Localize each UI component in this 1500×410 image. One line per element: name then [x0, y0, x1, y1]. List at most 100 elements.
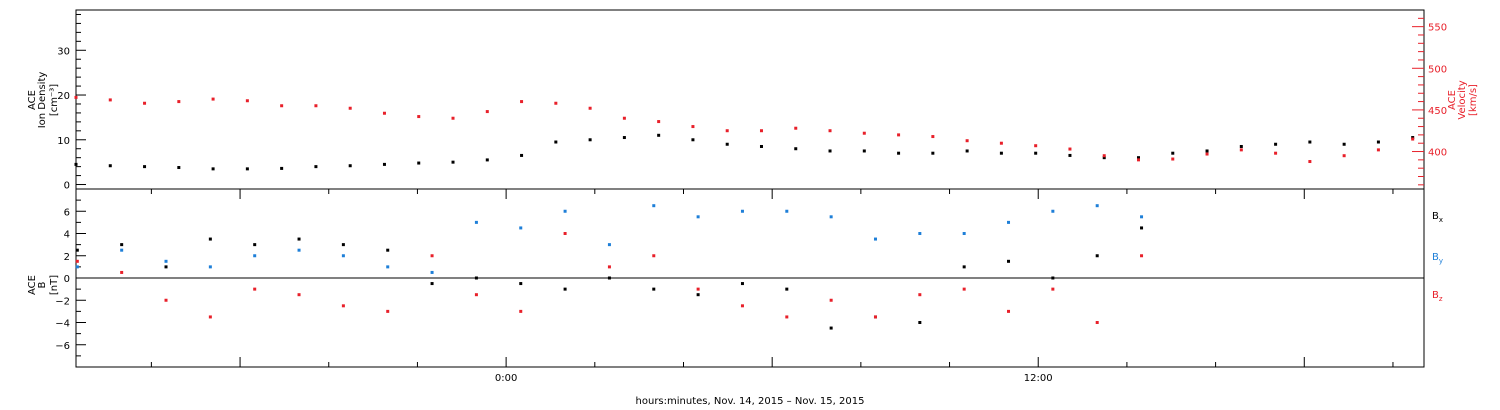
top-data-point [691, 138, 695, 142]
top-data-point [451, 160, 455, 164]
top-left-axis: 0 10 20 30 [57, 13, 86, 192]
top-data-point [1102, 156, 1106, 160]
bottom-data-point [519, 226, 523, 230]
bottom-data-point [1095, 321, 1099, 324]
top-data-point [1239, 144, 1243, 148]
bottom-y-tick-label: −4 [55, 319, 70, 330]
top-data-point [143, 165, 147, 169]
bottom-data-point [208, 237, 212, 241]
top-data-point [1308, 160, 1312, 164]
magnetic-field-panel: −6 −4 −2 0 2 4 6 0:00 12:00 ACE B [nT] Bx By Bz h… [27, 188, 1443, 407]
top-y2-tick-label: 400 [1428, 148, 1447, 159]
top-y2label-line-2: Velocity [1457, 80, 1468, 119]
bottom-data-point [474, 293, 478, 297]
top-data-point [280, 104, 284, 108]
bottom-data-point [962, 232, 966, 235]
legend-item-x: Bx [1432, 211, 1443, 224]
bottom-data-point [253, 287, 257, 291]
bottom-data-point [696, 287, 700, 291]
top-data-point [485, 110, 489, 114]
bottom-data-point [253, 243, 257, 247]
top-ylabel-line-2: Ion Density [37, 72, 48, 129]
top-y-tick-label: 20 [57, 91, 70, 102]
top-data-point [759, 129, 763, 133]
top-data-point [965, 139, 969, 143]
top-data-point [245, 167, 249, 171]
bottom-data-point [120, 248, 124, 252]
top-ylabel-line-3: [cm⁻³] [49, 84, 60, 116]
top-data-point [931, 135, 935, 139]
bottom-data-point [430, 282, 434, 286]
top-data-point [1102, 154, 1106, 158]
top-data-point [108, 164, 112, 168]
top-data-point [1308, 140, 1312, 144]
top-y-tick-label: 0 [64, 181, 70, 192]
bottom-data-point [962, 265, 966, 269]
top-right-axis: 400 450 500 550 [1412, 17, 1447, 186]
top-data-point [1411, 136, 1415, 140]
top-data-point [348, 106, 352, 110]
bottom-data-point [785, 315, 789, 319]
top-data-point [588, 138, 592, 142]
top-data-point [1068, 147, 1072, 151]
top-data-point [1274, 151, 1278, 155]
bottom-data-point [297, 237, 301, 241]
bottom-data-point [341, 243, 345, 247]
bottom-data-point [607, 276, 611, 280]
top-data-point [931, 151, 935, 155]
bottom-data-point [607, 265, 611, 269]
top-data-point [520, 153, 524, 157]
top-data-points [74, 95, 1415, 171]
top-data-point [999, 141, 1003, 145]
x-axis-label: hours:minutes, Nov. 14, 2015 – Nov. 15, … [636, 396, 865, 407]
top-data-point [622, 136, 626, 140]
top-ylabel-line-1: ACE [27, 90, 38, 110]
top-data-point [554, 140, 558, 144]
bottom-data-point [740, 304, 744, 308]
bottom-data-point [341, 304, 345, 308]
top-data-point [1205, 149, 1209, 153]
bottom-data-point [386, 248, 390, 252]
top-data-point [862, 131, 866, 135]
top-data-point [1411, 137, 1415, 141]
top-y-tick-label: 10 [57, 136, 70, 147]
bottom-data-point [297, 293, 301, 297]
top-data-point [245, 99, 249, 103]
bottom-data-point [829, 326, 833, 330]
top-data-point [417, 161, 421, 165]
bottom-data-point [1095, 204, 1099, 208]
bottom-data-point [829, 298, 833, 302]
top-data-point [1274, 142, 1278, 146]
bottom-data-point [386, 309, 390, 313]
bottom-data-point [164, 298, 168, 302]
top-data-point [485, 158, 489, 162]
top-data-point [348, 164, 352, 168]
top-data-point [74, 162, 78, 166]
top-data-point [382, 111, 386, 115]
top-data-point [1171, 157, 1175, 161]
top-y-tick-label: 30 [57, 46, 70, 57]
density-velocity-panel: 0 10 20 30 400 450 500 550 ACE Ion Density [cm… [27, 9, 1479, 192]
top-data-point [828, 149, 832, 153]
bottom-ylabel-line-3: [nT] [49, 275, 60, 295]
bottom-data-point [120, 270, 124, 274]
bottom-data-point [1051, 287, 1055, 291]
bottom-ylabel-line-1: ACE [27, 275, 38, 295]
bottom-data-point [785, 287, 789, 291]
bottom-data-point [164, 259, 168, 263]
bottom-data-point [785, 209, 789, 213]
bottom-data-point [519, 282, 523, 286]
bottom-y-tick-label: 6 [64, 207, 70, 218]
top-data-point [520, 100, 524, 104]
bottom-data-point [962, 287, 966, 291]
bottom-data-point [1007, 220, 1011, 224]
top-data-point [794, 147, 798, 151]
top-data-point [108, 98, 112, 102]
top-y2-tick-label: 500 [1428, 64, 1447, 75]
top-data-point [1342, 154, 1346, 158]
bottom-y-tick-label: 4 [64, 230, 70, 241]
bottom-data-point [873, 237, 877, 241]
bottom-data-point [873, 315, 877, 319]
bottom-y-tick-label: −2 [55, 296, 70, 307]
bottom-data-point [1140, 226, 1144, 230]
